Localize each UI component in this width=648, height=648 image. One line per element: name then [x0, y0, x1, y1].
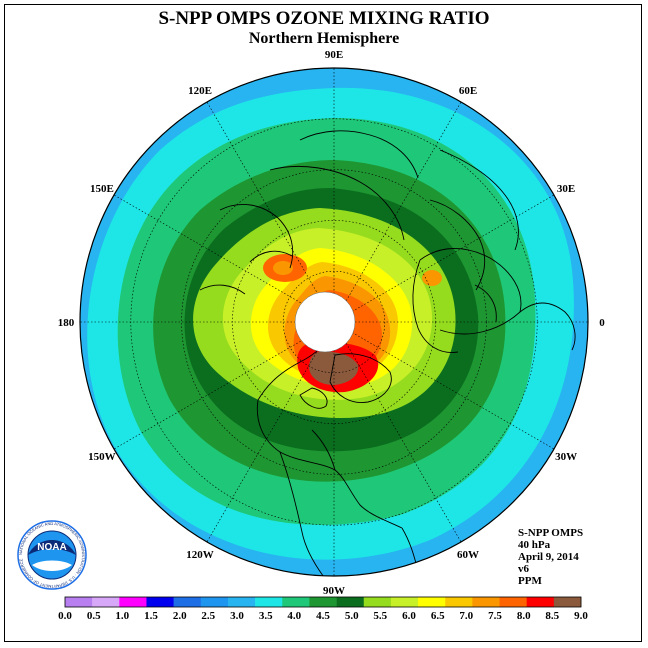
info-instrument: S-NPP OMPS — [518, 527, 584, 539]
polar-data-gap — [294, 291, 356, 353]
longitude-label: 30E — [557, 183, 575, 195]
longitude-label: 90E — [325, 49, 343, 61]
meridian-line — [333, 321, 555, 450]
map-boundary — [79, 67, 589, 577]
meridian-line — [333, 321, 462, 543]
longitude-label: 180 — [58, 317, 75, 329]
meridian-line — [113, 321, 335, 450]
longitude-label: 0 — [599, 317, 605, 329]
longitude-label: 120W — [186, 549, 214, 561]
figure-frame — [4, 4, 642, 642]
info-level: 40 hPa — [518, 539, 551, 551]
meridian-line — [333, 101, 462, 323]
latitude-circle — [181, 169, 487, 475]
longitude-label: 120E — [188, 85, 212, 97]
info-date: April 9, 2014 — [518, 551, 579, 563]
latitude-circle — [282, 270, 386, 374]
meridian-line — [206, 321, 335, 543]
meridian-line — [333, 194, 555, 323]
longitude-label: 30W — [555, 451, 577, 463]
map-title: S-NPP OMPS OZONE MIXING RATIO — [158, 8, 490, 29]
logo-center-text: NOAA — [37, 542, 66, 553]
longitude-label: 150W — [88, 451, 116, 463]
longitude-label: 60W — [457, 549, 479, 561]
map-subtitle: Northern Hemisphere — [248, 30, 400, 47]
longitude-label: 60E — [459, 85, 477, 97]
longitude-label: 150E — [90, 183, 114, 195]
info-units: PPM — [518, 575, 542, 587]
longitude-label: 90W — [323, 585, 345, 597]
meridian-line — [113, 194, 335, 323]
info-version: v6 — [518, 563, 529, 575]
longitude-labels: 90E 60E 30E 0 30W 60W 90W 120W 150W 180 150E 120E — [58, 49, 606, 597]
info-block: S-NPP OMPS 40 hPa April 9, 2014 v6 PPM — [518, 527, 583, 587]
noaa-logo: NOAA NATIONAL OCEANIC AND ATMOSPHERIC AD… — [17, 520, 87, 590]
